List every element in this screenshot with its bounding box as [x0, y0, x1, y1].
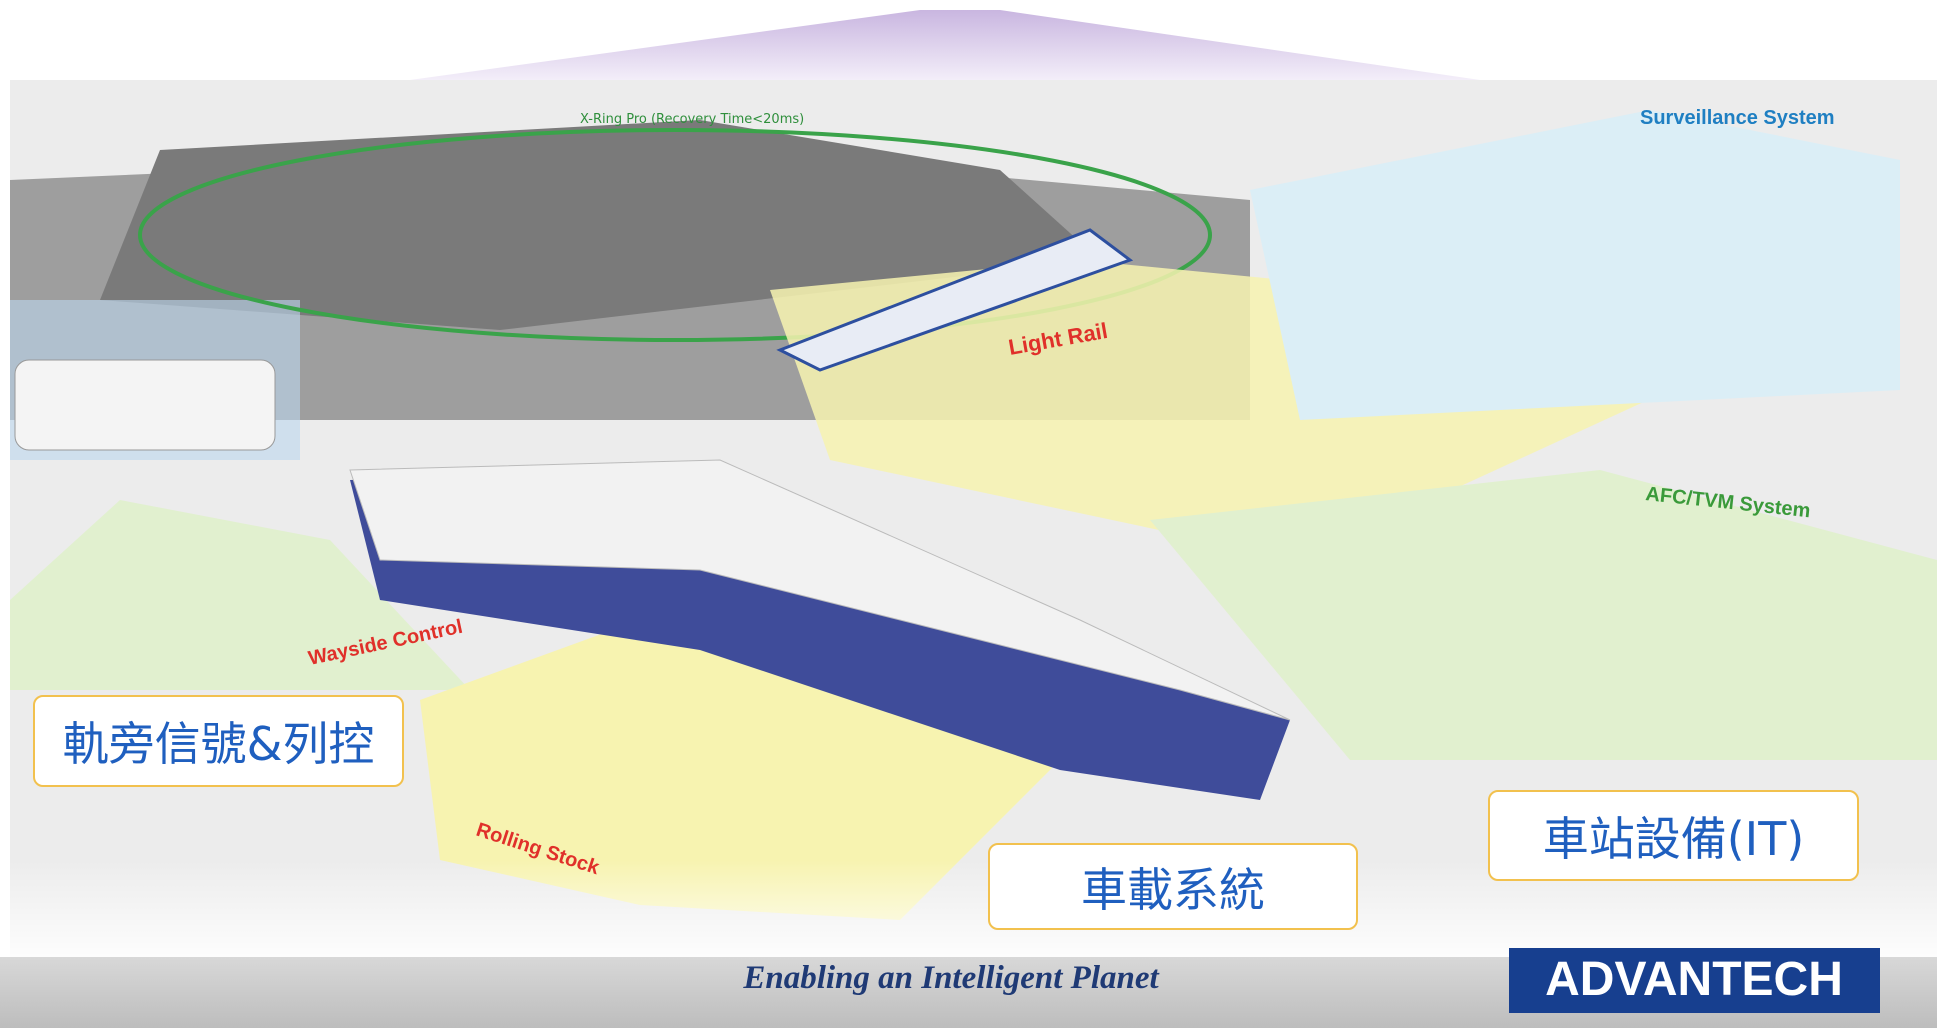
callout: 軌旁信號&列控	[33, 695, 404, 787]
bus	[15, 360, 275, 450]
callout: 車載系統	[988, 843, 1358, 930]
callout: 車站設備(IT)	[1488, 790, 1859, 881]
page: X-Ring Pro (Recovery Time<20ms) Surveill…	[0, 0, 1937, 1028]
zone-label: Surveillance System	[1640, 107, 1835, 129]
logo: ADVANTECH	[1545, 953, 1843, 1006]
top-banner	[410, 10, 1480, 80]
ring-label: X-Ring Pro (Recovery Time<20ms)	[580, 112, 804, 127]
slogan: Enabling an Intelligent Planet	[742, 960, 1159, 996]
